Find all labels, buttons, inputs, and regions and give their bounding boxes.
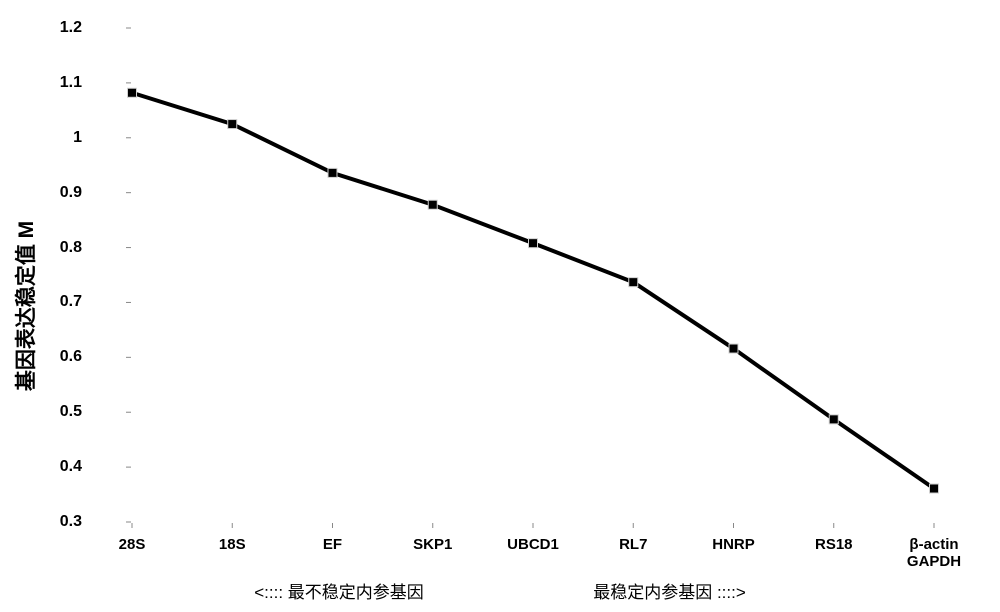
x-tick-label: RS18: [815, 530, 853, 553]
y-tick-label: 1: [73, 129, 90, 147]
footer-left: <:::: 最不稳定内参基因: [254, 583, 424, 602]
x-tick-label: β-actinGAPDH: [907, 530, 961, 571]
chart-container: 基因表达稳定值 M 0.30.40.50.60.70.80.911.11.228…: [0, 0, 1000, 612]
chart-svg: [90, 20, 970, 530]
y-tick-label: 0.9: [60, 184, 90, 202]
y-tick-label: 0.4: [60, 458, 90, 476]
y-tick-label: 0.6: [60, 348, 90, 366]
y-tick-label: 0.3: [60, 513, 90, 531]
x-tick-label: EF: [323, 530, 342, 553]
footer-note: <:::: 最不稳定内参基因 最稳定内参基因 ::::>: [0, 578, 1000, 603]
y-tick-label: 1.2: [60, 19, 90, 37]
x-tick-label: RL7: [619, 530, 647, 553]
x-tick-label: UBCD1: [507, 530, 559, 553]
x-tick-label: SKP1: [413, 530, 452, 553]
y-tick-label: 0.7: [60, 293, 90, 311]
y-tick-label: 1.1: [60, 74, 90, 92]
y-tick-label: 0.8: [60, 239, 90, 257]
x-tick-label: HNRP: [712, 530, 755, 553]
footer-right: 最稳定内参基因 ::::>: [593, 583, 746, 602]
plot-area: 0.30.40.50.60.70.80.911.11.228S18SEFSKP1…: [90, 20, 970, 530]
x-tick-label: 18S: [219, 530, 246, 553]
y-axis-label: 基因表达稳定值 M: [10, 221, 40, 391]
x-tick-label: 28S: [119, 530, 146, 553]
y-tick-label: 0.5: [60, 403, 90, 421]
